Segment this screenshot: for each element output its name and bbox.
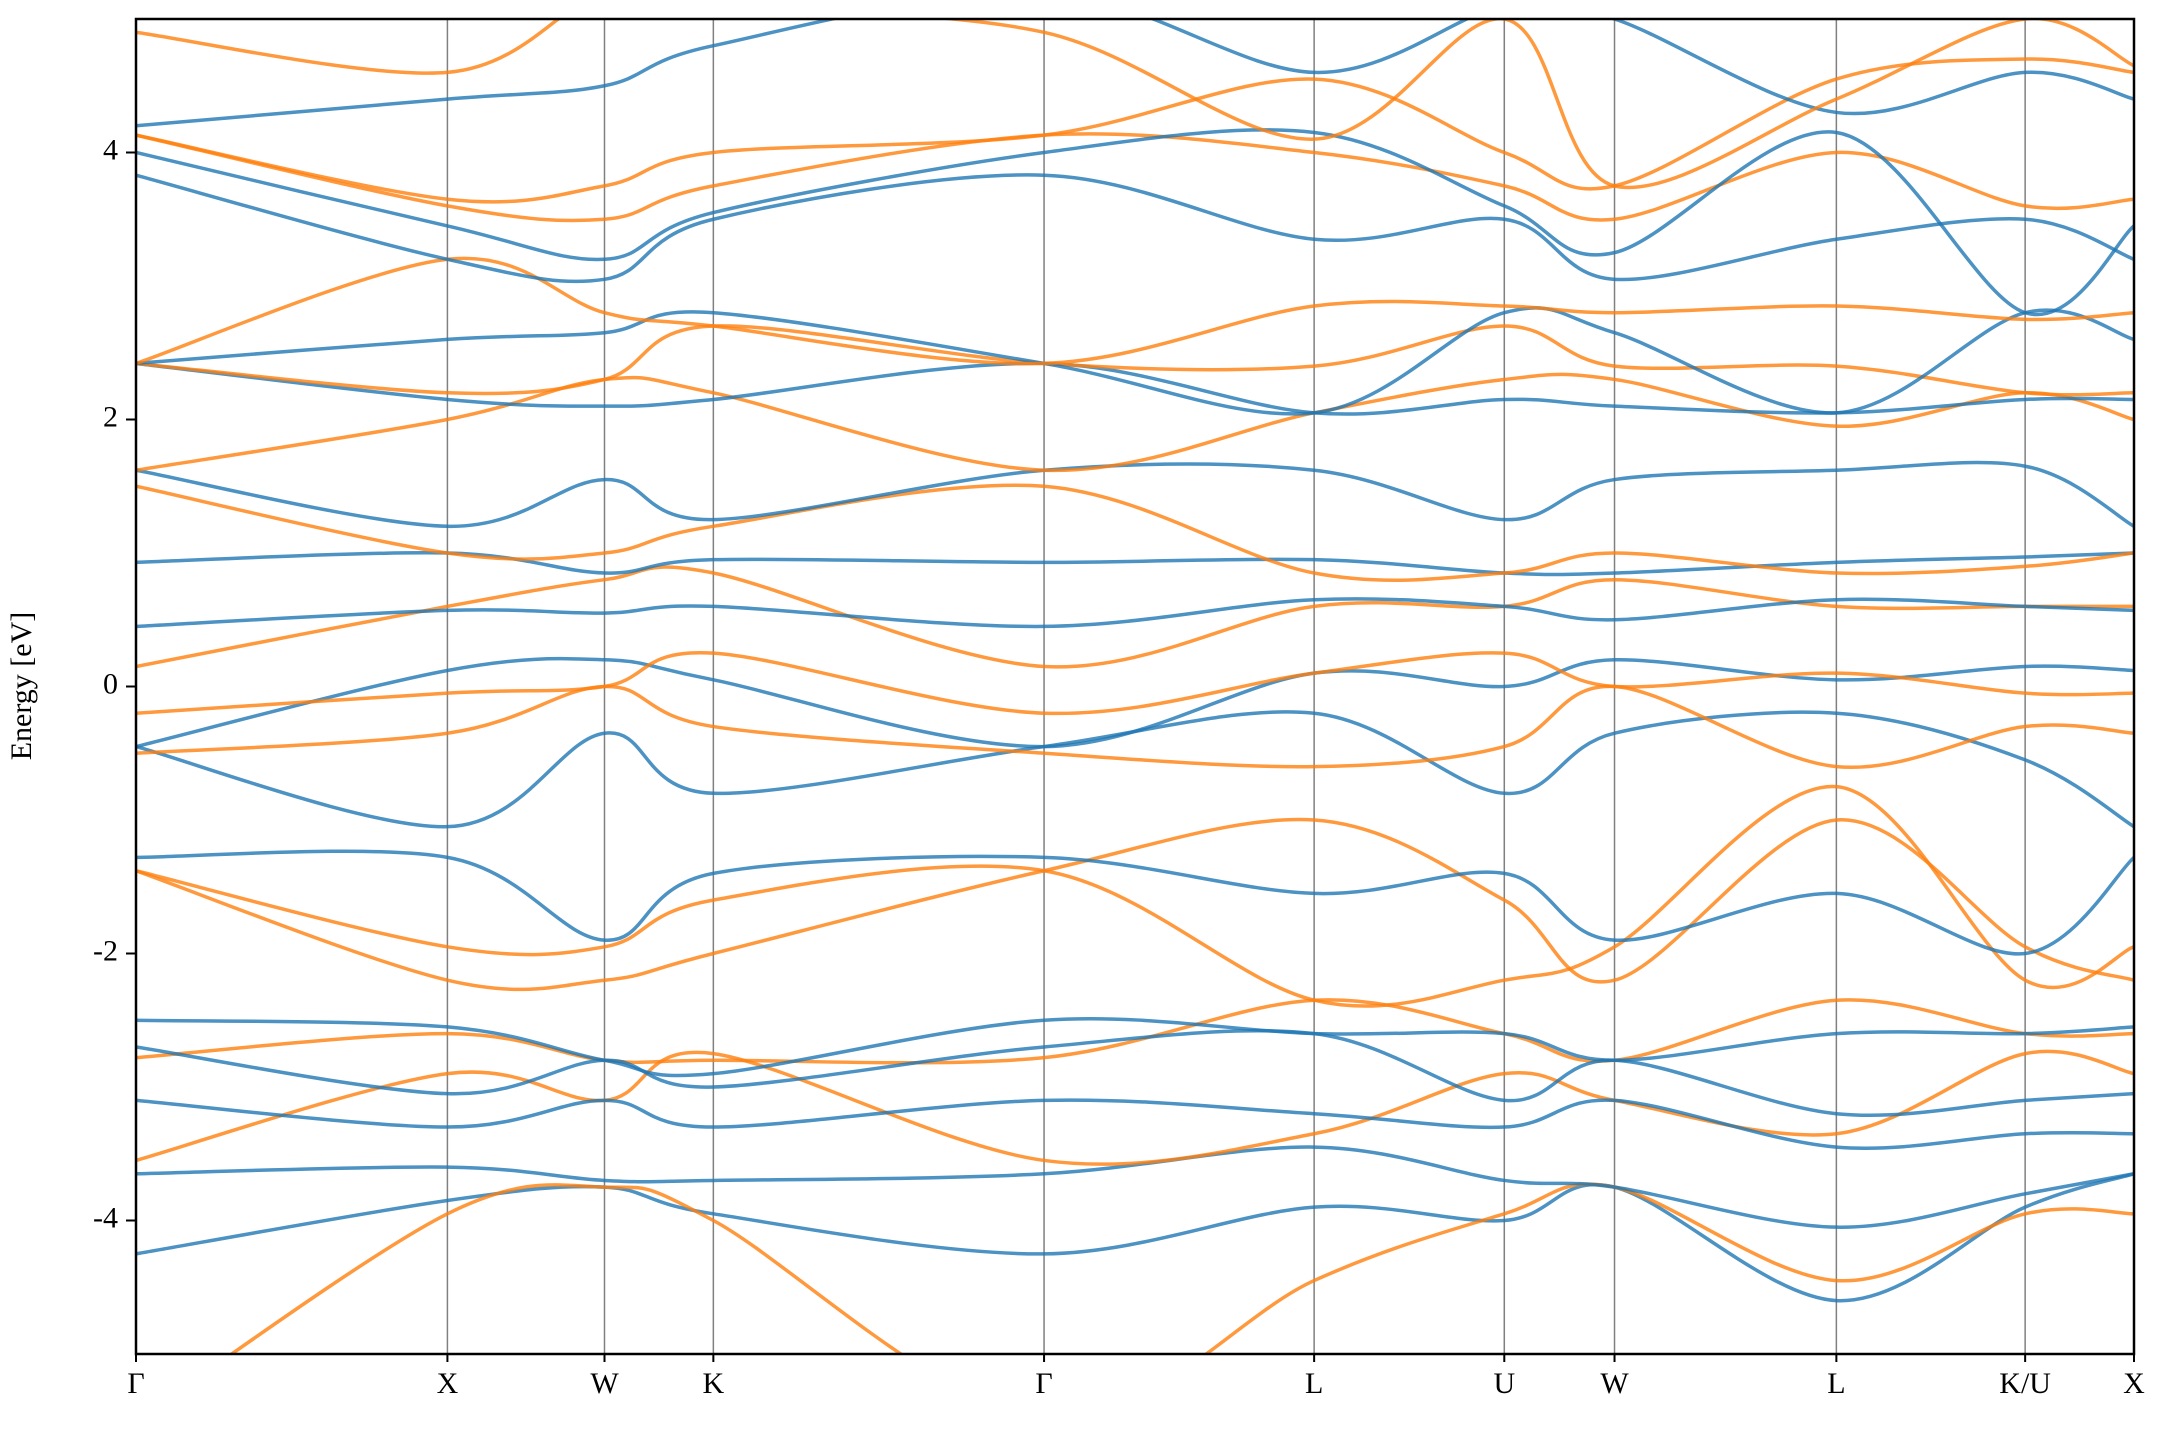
band [228, 1182, 2134, 1354]
band [136, 1049, 2134, 1166]
band [136, 19, 2134, 190]
band [136, 565, 2134, 669]
y-tick-label: -2 [93, 934, 118, 967]
x-tick-label: K/U [1999, 1367, 2051, 1400]
band [136, 460, 2134, 529]
band [136, 684, 2134, 770]
y-tick-label: 2 [103, 400, 118, 433]
band [136, 597, 2134, 629]
band [136, 1145, 2134, 1229]
band [136, 656, 2134, 749]
x-tick-label: K [703, 1367, 725, 1400]
band [136, 710, 2134, 829]
x-tick-label: L [1305, 1367, 1323, 1400]
band [136, 650, 2134, 716]
band [136, 1017, 2134, 1078]
x-tick-label: Γ [127, 1367, 144, 1400]
bands [136, 19, 2134, 1354]
x-tick-label: L [1827, 1367, 1845, 1400]
band [136, 551, 2134, 577]
band [136, 1098, 2134, 1150]
band [136, 128, 2134, 317]
x-tick-label: X [437, 1367, 459, 1400]
band [136, 1172, 2134, 1303]
y-tick-label: -4 [93, 1201, 118, 1234]
band [136, 57, 2134, 204]
band [136, 173, 2134, 284]
band [136, 998, 2134, 1065]
band [136, 324, 2134, 397]
x-tick-label: Γ [1035, 1367, 1052, 1400]
band [136, 784, 2134, 1008]
band [136, 132, 2134, 223]
band [136, 306, 2134, 416]
plot-frame [134, 17, 2136, 1356]
x-tick-label: X [2123, 1367, 2145, 1400]
band [136, 361, 2134, 416]
band [136, 817, 2134, 992]
band [136, 849, 2134, 956]
band [136, 372, 2134, 473]
band [136, 19, 2134, 128]
x-tick-label: W [590, 1367, 619, 1400]
symmetry-lines [135, 19, 2135, 1354]
x-tick-label: W [1600, 1367, 1629, 1400]
x-tick-label: U [1493, 1367, 1515, 1400]
band [136, 1028, 2134, 1117]
band [136, 483, 2134, 582]
band [136, 256, 2134, 366]
y-tick-label: 4 [103, 133, 118, 166]
y-axis-label: Energy [eV] [5, 612, 38, 761]
y-tick-label: 0 [103, 667, 118, 700]
